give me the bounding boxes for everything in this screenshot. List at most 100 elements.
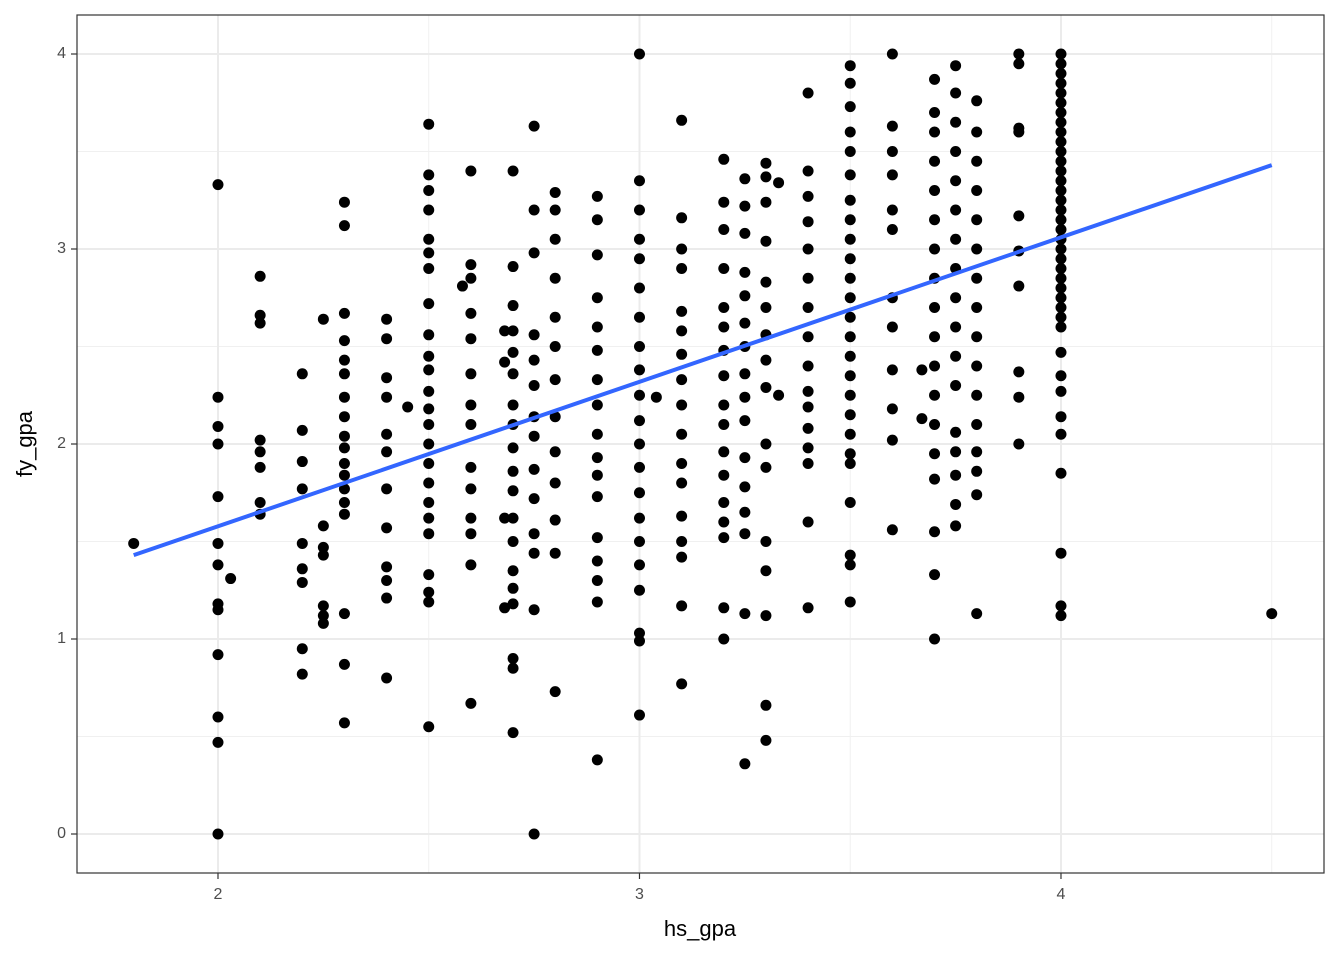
point <box>773 389 785 401</box>
point <box>760 354 772 366</box>
point <box>1055 97 1067 109</box>
point <box>633 438 645 450</box>
point <box>402 401 414 413</box>
point <box>844 549 856 561</box>
point <box>499 356 511 368</box>
point <box>549 374 561 386</box>
point <box>381 313 393 325</box>
point <box>528 604 540 616</box>
fit-line <box>133 163 1273 558</box>
point <box>760 610 772 622</box>
point <box>950 520 962 532</box>
point <box>971 489 983 501</box>
point <box>1055 214 1067 226</box>
point <box>929 73 941 85</box>
point <box>507 346 519 358</box>
point <box>1055 243 1067 255</box>
point <box>633 559 645 571</box>
point <box>507 727 519 739</box>
point <box>1055 77 1067 89</box>
point <box>423 263 435 274</box>
point <box>633 253 645 265</box>
point <box>844 77 856 89</box>
point <box>507 536 519 547</box>
point <box>381 672 393 684</box>
point <box>802 331 814 343</box>
point <box>507 165 519 177</box>
point <box>676 678 688 690</box>
point <box>528 354 540 366</box>
point <box>739 758 751 770</box>
point <box>1055 146 1067 157</box>
point <box>1055 547 1067 559</box>
point <box>549 514 561 526</box>
point <box>886 321 898 333</box>
point <box>317 313 329 325</box>
point <box>212 391 224 403</box>
point <box>465 461 477 473</box>
point <box>254 434 266 446</box>
point <box>317 541 329 553</box>
point <box>507 582 519 594</box>
point <box>650 391 662 403</box>
point <box>254 497 266 508</box>
point <box>591 532 603 544</box>
point <box>1055 370 1067 382</box>
point <box>528 828 540 840</box>
point <box>549 272 561 284</box>
point <box>802 458 814 469</box>
point <box>591 596 603 608</box>
point <box>507 653 519 664</box>
point <box>338 442 350 454</box>
point <box>254 461 266 473</box>
point <box>507 598 519 610</box>
point <box>802 302 814 313</box>
point <box>760 381 772 393</box>
point <box>718 399 730 411</box>
point <box>381 483 393 495</box>
point <box>950 446 962 458</box>
point <box>844 428 856 440</box>
point <box>886 204 898 216</box>
point <box>950 233 962 245</box>
point <box>760 276 772 288</box>
point <box>844 350 856 362</box>
point <box>802 190 814 202</box>
point <box>739 266 751 278</box>
point <box>507 662 519 674</box>
point <box>591 249 603 261</box>
point <box>212 559 224 571</box>
point <box>802 243 814 255</box>
point <box>528 120 540 132</box>
x-axis-title: hs_gpa <box>664 916 737 941</box>
point <box>929 302 941 313</box>
grid <box>77 15 1324 873</box>
point <box>886 224 898 235</box>
point <box>844 331 856 343</box>
point <box>549 686 561 698</box>
point <box>254 317 266 329</box>
point <box>676 212 688 224</box>
point <box>844 60 856 72</box>
point <box>1055 610 1067 622</box>
point <box>507 261 519 273</box>
point <box>802 272 814 284</box>
point <box>338 717 350 729</box>
point <box>296 456 308 468</box>
point <box>465 333 477 345</box>
point <box>296 576 308 588</box>
point <box>633 233 645 245</box>
point <box>1055 467 1067 479</box>
point <box>633 282 645 294</box>
point <box>423 385 435 397</box>
y-tick-label: 1 <box>57 630 66 647</box>
point <box>549 341 561 352</box>
point <box>844 389 856 401</box>
point <box>1055 87 1067 99</box>
point <box>1055 58 1067 70</box>
point <box>676 114 688 126</box>
point <box>338 354 350 366</box>
point <box>1055 116 1067 128</box>
